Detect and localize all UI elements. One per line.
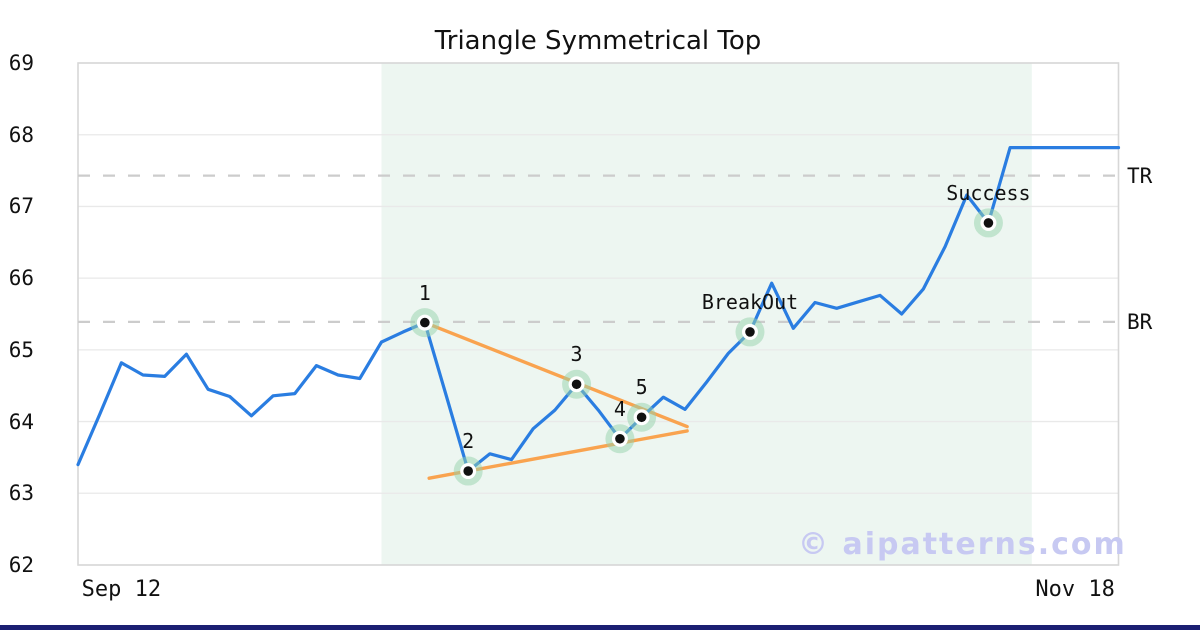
marker-dot-success [983, 218, 994, 228]
marker-dot-breakout [745, 327, 755, 337]
annotation-label-3: 3 [570, 342, 583, 367]
pattern-region [381, 63, 1032, 565]
y-axis-tick-label-64: 64 [8, 409, 34, 434]
y-axis-tick-label-66: 66 [8, 266, 34, 291]
x-axis-tick-label: Sep 12 [81, 577, 162, 602]
marker-dot-5 [636, 412, 647, 423]
y-axis-tick-label-67: 67 [8, 194, 34, 219]
marker-dot-1 [420, 317, 430, 328]
annotation-label-5: 5 [635, 375, 648, 400]
y-axis-tick-label-69: 69 [8, 51, 34, 75]
annotation-label-4: 4 [613, 396, 626, 421]
annotation-label-2: 2 [462, 429, 475, 454]
bottom-accent-bar [0, 625, 1200, 630]
y-axis-tick-label-62: 62 [8, 553, 34, 577]
marker-dot-2 [463, 466, 473, 476]
chart-title: Triangle Symmetrical Top [434, 26, 762, 56]
annotation-label-success: Success [946, 180, 1031, 205]
marker-dot-4 [615, 433, 625, 444]
level-label-tr: TR [1127, 163, 1153, 188]
annotation-label-breakout: BreakOut [701, 289, 799, 314]
marker-dot-3 [571, 379, 582, 390]
y-axis-tick-label-68: 68 [8, 122, 34, 147]
watermark: © aipatterns.com [798, 527, 1127, 562]
annotation-label-1: 1 [418, 280, 431, 305]
y-axis-tick-label-65: 65 [8, 337, 34, 362]
level-label-br: BR [1127, 309, 1153, 334]
plot-frame [77, 62, 1120, 566]
y-axis-tick-label-63: 63 [8, 481, 34, 506]
price-line [76, 146, 1121, 473]
x-axis-tick-label: Nov 18 [1035, 577, 1115, 602]
